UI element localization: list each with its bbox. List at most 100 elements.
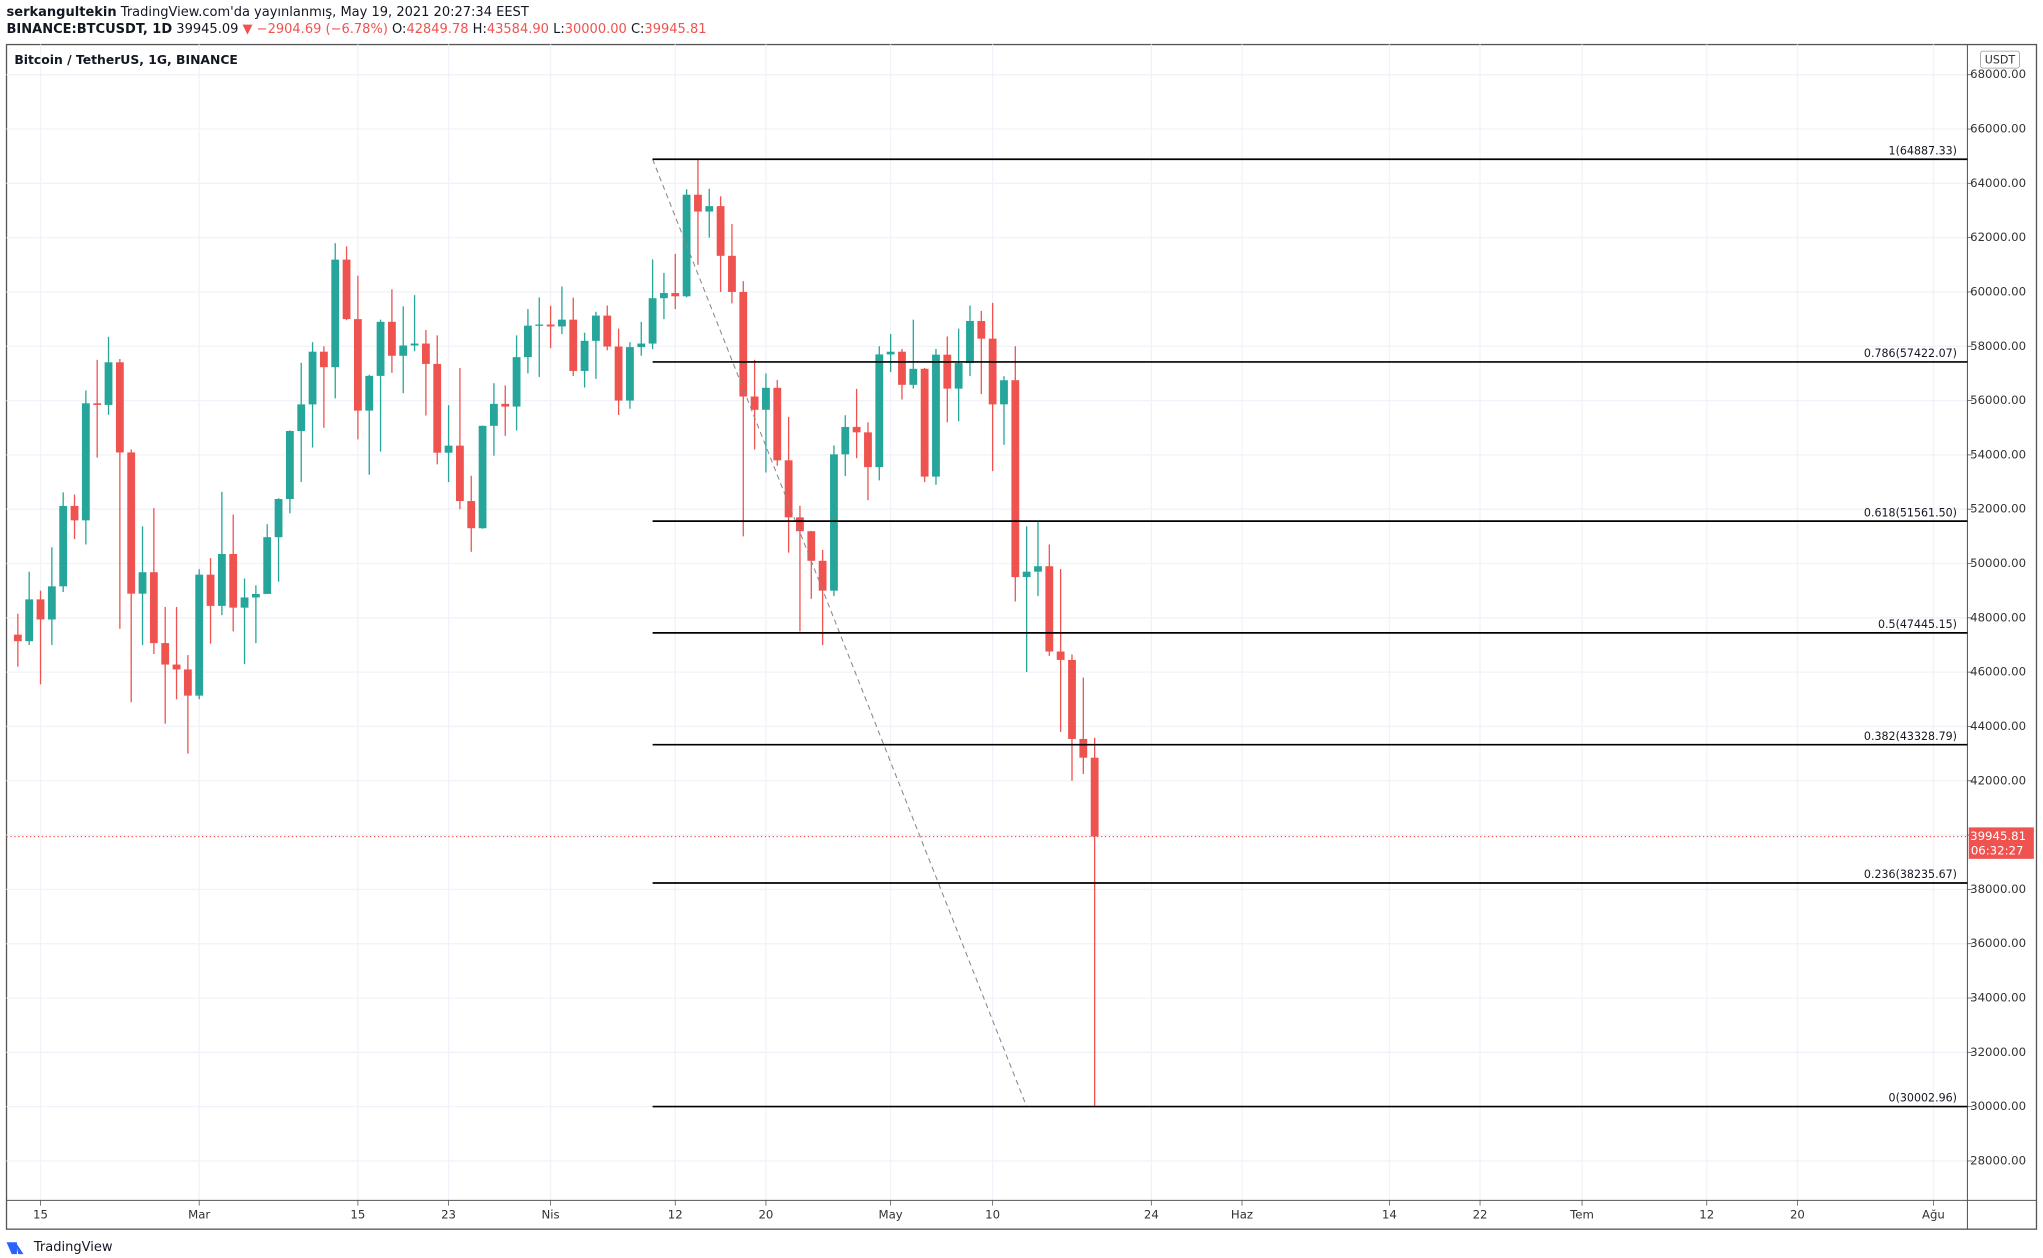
- candle-body: [274, 499, 283, 538]
- y-tick-label: 36000.00: [1970, 936, 2026, 950]
- symbol-line: BINANCE:BTCUSDT, 1D 39945.09 ▼ −2904.69 …: [7, 21, 707, 36]
- candle-body: [535, 324, 544, 326]
- fib-label: 0.618(51561.50): [1864, 506, 1957, 519]
- x-tick-label: 22: [1473, 1207, 1488, 1221]
- candle-body: [660, 293, 668, 299]
- candle-body: [773, 387, 782, 461]
- candle-body: [1068, 659, 1076, 739]
- chart-title: Bitcoin / TetherUS, 1G, BINANCE: [14, 52, 238, 67]
- candle-body: [558, 319, 566, 327]
- y-tick-label: 68000.00: [1970, 67, 2026, 81]
- candle-body: [13, 634, 22, 642]
- candle-body: [784, 460, 793, 518]
- candle-body: [614, 346, 623, 401]
- candle-body: [217, 554, 226, 606]
- candle-body: [47, 586, 56, 620]
- candle-body: [365, 375, 374, 411]
- y-tick-label: 58000.00: [1970, 339, 2026, 353]
- fib-label: 0(30002.96): [1889, 1092, 1957, 1105]
- candle-body: [909, 368, 918, 385]
- candle-body: [648, 298, 657, 344]
- y-tick-label: 66000.00: [1970, 121, 2026, 135]
- candle-body: [138, 572, 147, 594]
- candle-body: [920, 368, 929, 477]
- candle-body: [115, 362, 124, 453]
- y-tick-label: 46000.00: [1970, 665, 2026, 679]
- candle-body: [297, 404, 306, 431]
- h-label: H:: [473, 21, 487, 36]
- x-tick-label: Tem: [1569, 1207, 1594, 1221]
- close: 39945.81: [644, 21, 706, 36]
- last-price-box: [1968, 827, 2034, 859]
- candle-body: [966, 321, 974, 364]
- candle-body: [592, 315, 600, 341]
- candle-body: [444, 445, 453, 453]
- candle-body: [750, 396, 759, 410]
- candle-body: [1090, 757, 1099, 837]
- candle-body: [1056, 651, 1065, 660]
- candle-body: [807, 531, 816, 561]
- candle-body: [342, 259, 351, 320]
- candle-body: [70, 505, 79, 521]
- candle-body: [603, 315, 612, 347]
- candle-body: [195, 574, 204, 696]
- candle-body: [943, 354, 952, 389]
- published: TradingView.com'da yayınlanmış, May 19, …: [120, 4, 529, 19]
- candle-body: [229, 554, 238, 608]
- candle-body: [240, 597, 249, 608]
- footer-logo: [6, 1242, 24, 1255]
- x-tick-label: 14: [1382, 1207, 1397, 1221]
- candle-body: [127, 452, 136, 594]
- candle-body: [728, 255, 736, 292]
- candle-body: [161, 643, 170, 665]
- y-tick-label: 34000.00: [1970, 991, 2026, 1005]
- y-tick-label: 56000.00: [1970, 393, 2026, 407]
- y-tick-label: 38000.00: [1970, 882, 2026, 896]
- publish-line: serkangultekin TradingView.com'da yayınl…: [7, 4, 529, 19]
- y-tick-label: 60000.00: [1970, 284, 2026, 298]
- fib-label: 0.236(38235.67): [1864, 868, 1957, 881]
- candle-body: [637, 343, 646, 348]
- candle-body: [694, 194, 702, 212]
- l-label: L:: [553, 21, 565, 36]
- y-tick-label: 50000.00: [1970, 556, 2026, 570]
- candle-body: [490, 403, 498, 426]
- y-tick-label: 64000.00: [1970, 176, 2026, 190]
- candle-body: [818, 560, 827, 591]
- fib-label: 0.382(43328.79): [1864, 730, 1957, 743]
- candle-body: [841, 426, 850, 455]
- candle-body: [1045, 566, 1054, 652]
- candle-body: [36, 599, 45, 620]
- candle-body: [796, 517, 804, 532]
- price: 39945.09: [176, 21, 238, 36]
- candle-body: [263, 537, 272, 594]
- x-tick-label: 24: [1144, 1207, 1159, 1221]
- candle-body: [172, 664, 181, 670]
- y-tick-label: 42000.00: [1970, 773, 2026, 787]
- y-tick-label: 48000.00: [1970, 610, 2026, 624]
- publisher: serkangultekin: [7, 4, 117, 19]
- change: ▼ −2904.69 (−6.78%): [243, 21, 388, 36]
- candle-body: [183, 669, 192, 696]
- last-price-label: 39945.81: [1970, 829, 2026, 843]
- candle-body: [501, 403, 510, 407]
- candle-body: [932, 354, 940, 477]
- x-tick-label: 15: [350, 1207, 365, 1221]
- y-tick-label: 28000.00: [1970, 1153, 2026, 1167]
- x-tick-label: 12: [668, 1207, 683, 1221]
- candle-body: [988, 338, 997, 405]
- candle-body: [149, 572, 158, 644]
- candle-body: [81, 403, 90, 521]
- candle-body: [455, 445, 464, 502]
- x-tick-label: May: [879, 1207, 903, 1221]
- candle-body: [410, 343, 419, 346]
- candle-body: [977, 321, 986, 339]
- candle-body: [705, 206, 714, 212]
- fib-label: 0.786(57422.07): [1864, 347, 1957, 360]
- fib-label: 0.5(47445.15): [1878, 618, 1957, 631]
- chart-frame: [5, 43, 2038, 1230]
- candle-body: [25, 599, 34, 642]
- low: 30000.00: [565, 21, 627, 36]
- brand: TradingView: [33, 1240, 113, 1255]
